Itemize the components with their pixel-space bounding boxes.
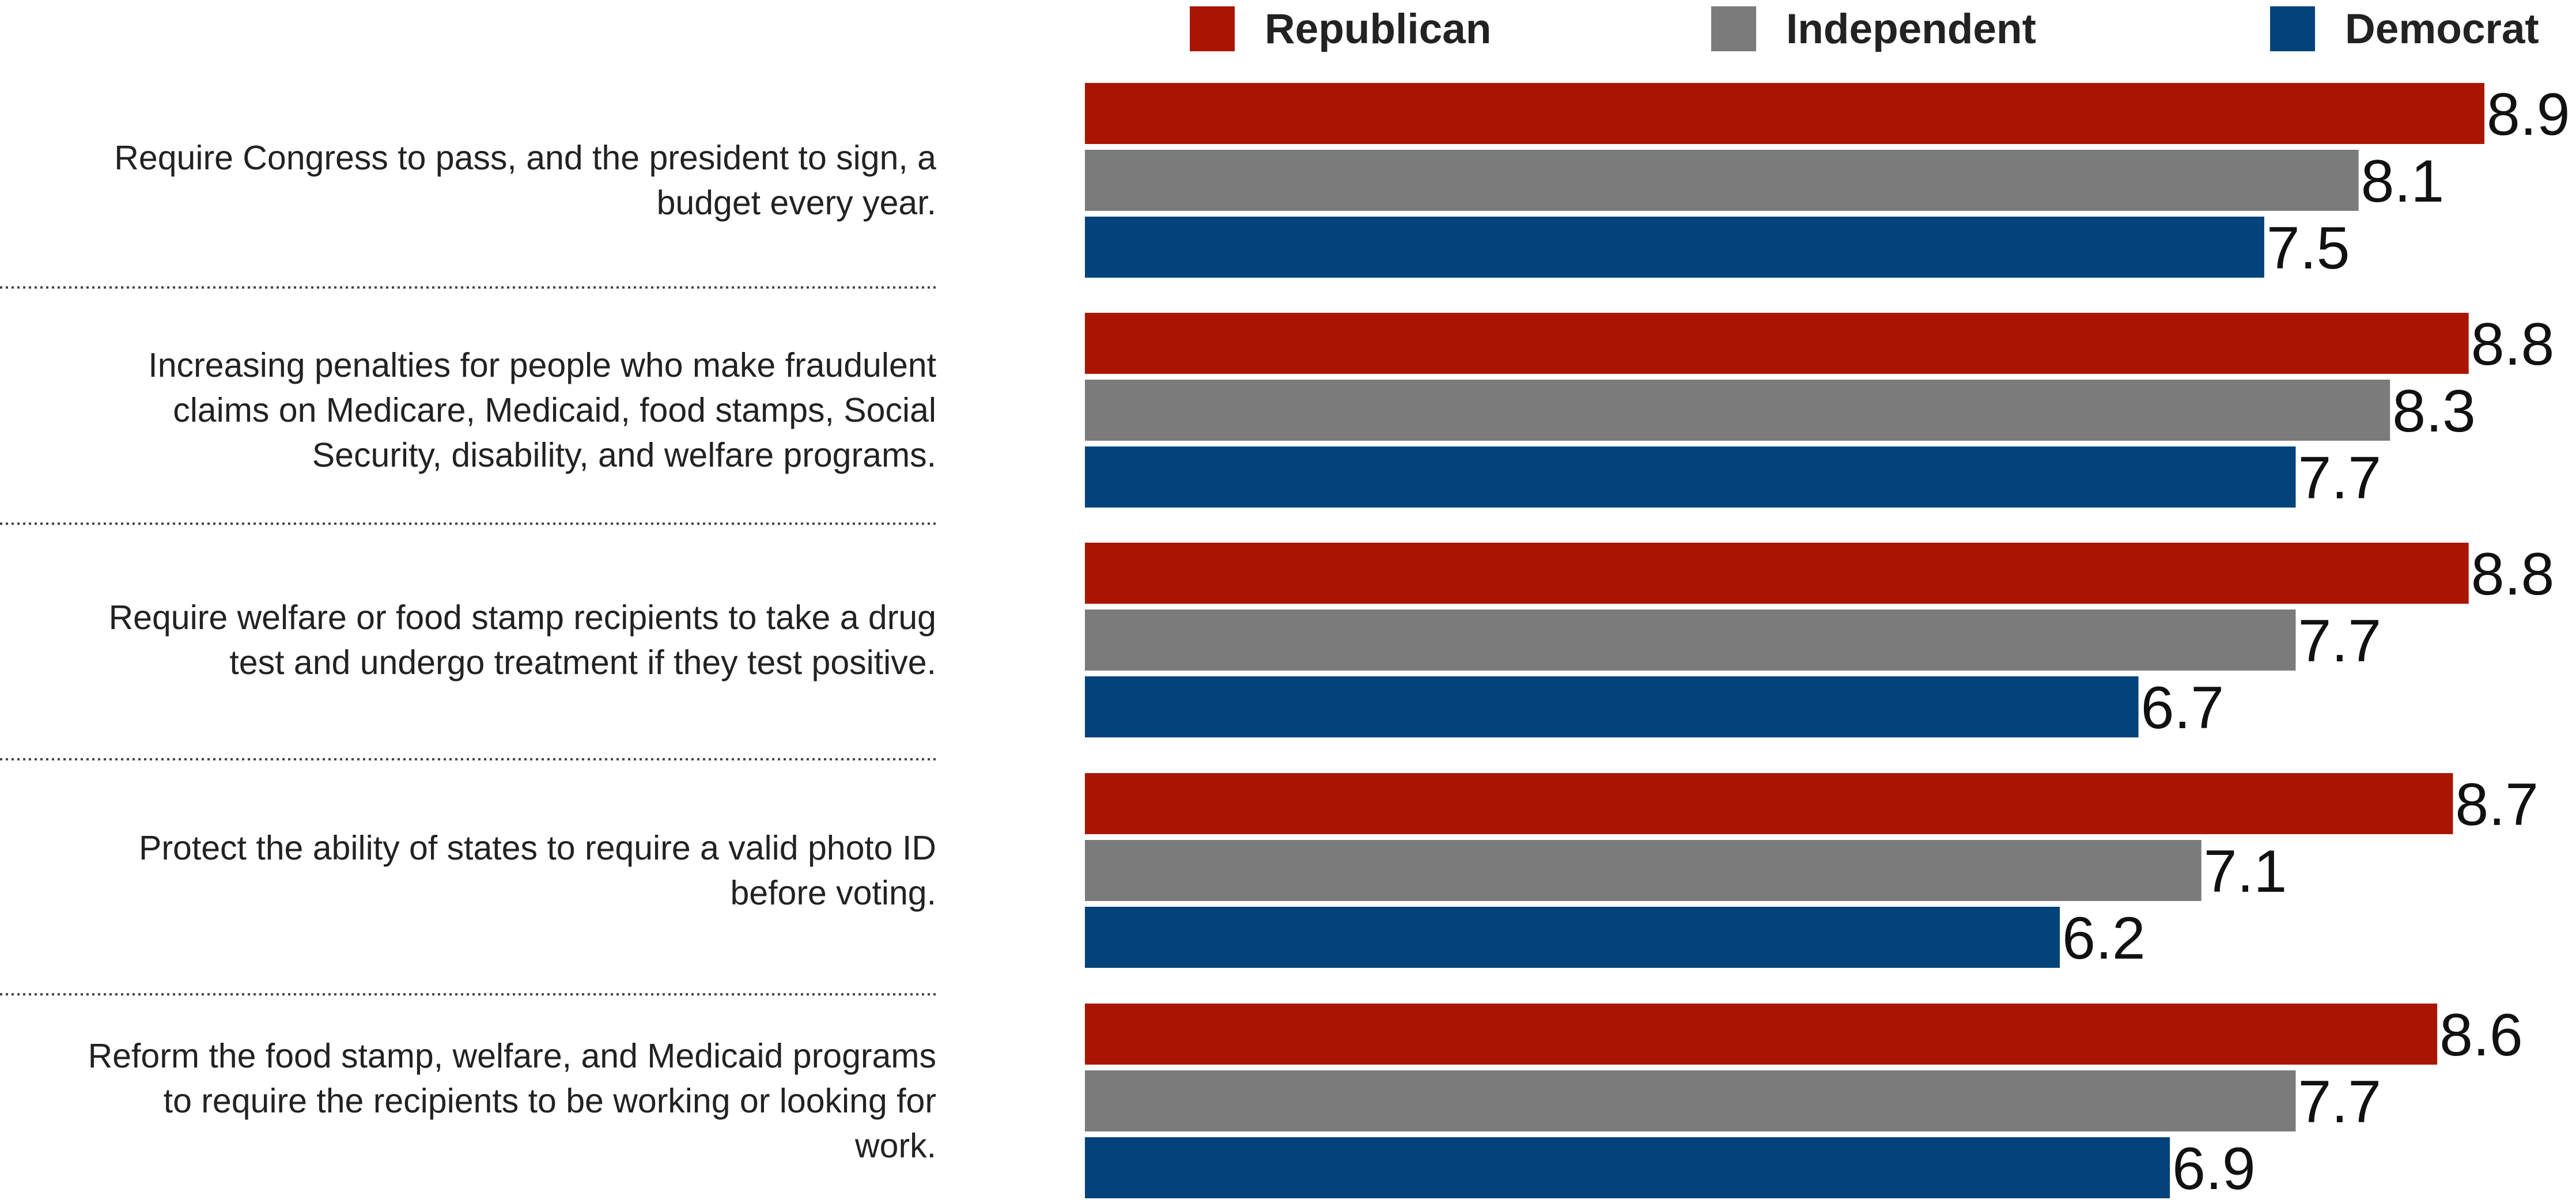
chart-legend: Republican Independent Democrat bbox=[1190, 6, 2539, 52]
legend-label-republican: Republican bbox=[1265, 6, 1491, 52]
value-label-republican: 8.7 bbox=[2455, 771, 2539, 838]
legend-label-independent: Independent bbox=[1786, 6, 2036, 52]
value-label-republican: 8.8 bbox=[2471, 311, 2555, 378]
bar-democrat bbox=[1085, 446, 2296, 508]
value-label-democrat: 7.5 bbox=[2267, 215, 2350, 282]
value-label-republican: 8.6 bbox=[2439, 1002, 2523, 1069]
bar-republican bbox=[1085, 1004, 2438, 1065]
bar-democrat bbox=[1085, 907, 2060, 968]
value-label-independent: 8.1 bbox=[2361, 148, 2445, 215]
category-label: Require welfare or food stamp recipients… bbox=[109, 599, 936, 682]
value-label-republican: 8.9 bbox=[2487, 81, 2570, 148]
bar-republican bbox=[1085, 543, 2469, 604]
value-label-independent: 8.3 bbox=[2392, 378, 2476, 445]
bars bbox=[1085, 83, 2484, 1198]
group-dividers bbox=[0, 286, 939, 995]
legend-swatch-independent bbox=[1711, 6, 1756, 51]
bar-democrat bbox=[1085, 676, 2139, 737]
value-label-independent: 7.7 bbox=[2298, 1069, 2381, 1135]
bar-republican bbox=[1085, 83, 2484, 144]
bar-democrat bbox=[1085, 1137, 2170, 1198]
bar-democrat bbox=[1085, 217, 2264, 278]
legend-swatch-democrat bbox=[2270, 6, 2315, 51]
bar-independent bbox=[1085, 840, 2201, 901]
bar-republican bbox=[1085, 773, 2453, 834]
value-label-democrat: 6.7 bbox=[2141, 675, 2225, 741]
bar-independent bbox=[1085, 150, 2359, 211]
bar-independent bbox=[1085, 1070, 2296, 1131]
value-label-democrat: 6.2 bbox=[2062, 905, 2146, 972]
category-labels: Require Congress to pass, and the presid… bbox=[88, 139, 937, 1165]
value-labels: 8.98.17.58.88.37.78.87.76.78.77.16.28.67… bbox=[2062, 81, 2570, 1200]
category-label: Increasing penalties for people who make… bbox=[148, 346, 936, 474]
legend-label-democrat: Democrat bbox=[2345, 6, 2539, 52]
category-label: Protect the ability of states to require… bbox=[139, 829, 936, 912]
bar-independent bbox=[1085, 380, 2390, 441]
value-label-republican: 8.8 bbox=[2471, 541, 2555, 608]
value-label-independent: 7.7 bbox=[2298, 608, 2381, 675]
value-label-democrat: 7.7 bbox=[2298, 445, 2381, 512]
value-label-independent: 7.1 bbox=[2204, 838, 2287, 905]
category-label: Reform the food stamp, welfare, and Medi… bbox=[88, 1037, 936, 1165]
legend-swatch-republican bbox=[1190, 6, 1235, 51]
bar-independent bbox=[1085, 610, 2296, 671]
category-label: Require Congress to pass, and the presid… bbox=[114, 139, 936, 222]
bar-republican bbox=[1085, 313, 2469, 374]
value-label-democrat: 6.9 bbox=[2172, 1135, 2256, 1200]
